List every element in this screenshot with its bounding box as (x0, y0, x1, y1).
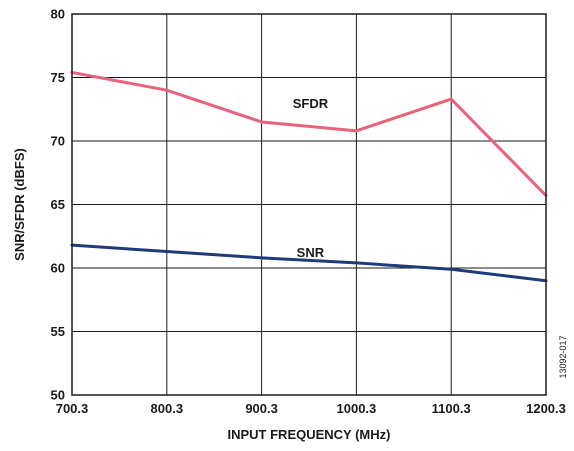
grid (72, 14, 546, 395)
x-axis-title: INPUT FREQUENCY (MHz) (228, 427, 391, 442)
y-tick-label: 60 (51, 261, 65, 276)
x-tick-label: 800.3 (151, 401, 184, 416)
sfdr-series-line (72, 72, 546, 195)
y-tick-label: 65 (51, 197, 65, 212)
y-tick-label: 80 (51, 7, 65, 22)
figure-id: 13092-017 (558, 335, 568, 378)
x-tick-label: 1100.3 (432, 401, 471, 416)
y-axis-title: SNR/SFDR (dBFS) (12, 148, 27, 261)
sfdr-series-label: SFDR (293, 96, 329, 111)
snr-series-label: SNR (297, 245, 325, 260)
x-tick-label: 1000.3 (337, 401, 377, 416)
x-tick-label: 1200.3 (526, 401, 566, 416)
y-tick-label: 55 (51, 324, 65, 339)
y-tick-label: 75 (51, 70, 65, 85)
y-tick-label: 70 (51, 134, 65, 149)
x-tick-labels: 700.3 800.3 900.3 1000.3 1100.3 1200.3 (56, 401, 566, 416)
series-labels: SFDR SNR (293, 96, 329, 260)
x-tick-label: 900.3 (245, 401, 278, 416)
x-tick-label: 700.3 (56, 401, 89, 416)
